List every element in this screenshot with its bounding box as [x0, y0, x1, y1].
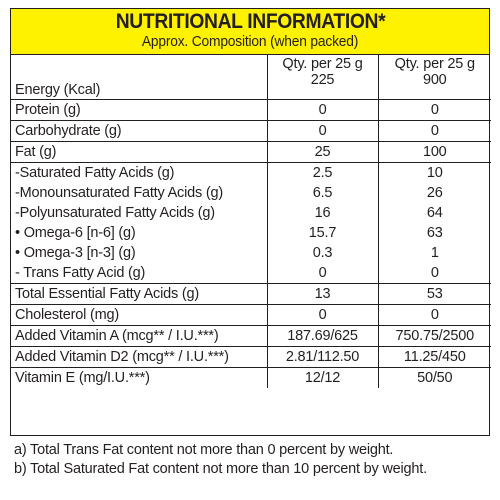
table-row: Cholesterol (mg) 0 0: [11, 304, 491, 326]
column-header-2-label: Qty. per 25 g: [394, 56, 475, 72]
nutrient-label: - Trans Fatty Acid (g): [11, 263, 268, 284]
nutrient-value-1: 12/12: [266, 367, 379, 388]
nutrient-label: Fat (g): [11, 141, 268, 163]
nutrient-label: Total Essential Fatty Acids (g): [11, 283, 268, 305]
panel-header: NUTRITIONAL INFORMATION* Approx. Composi…: [11, 9, 489, 55]
table-row: -Monounsaturated Fatty Acids (g) 6.5 26: [11, 183, 491, 203]
nutrient-value-2: 53: [377, 283, 491, 305]
nutrient-label: • Omega-6 [n-6] (g): [11, 223, 268, 243]
nutrient-label: Carbohydrate (g): [11, 120, 268, 142]
nutrient-value-2: 50/50: [377, 367, 491, 388]
nutrient-value-2: 26: [377, 183, 491, 203]
nutrient-value-1: 0: [266, 120, 379, 142]
nutrient-value-1: 187.69/625: [266, 325, 379, 347]
table-row: -Saturated Fatty Acids (g) 2.5 10: [11, 162, 491, 183]
nutrient-value-2: 1: [377, 243, 491, 263]
nutrient-value-2: 0: [377, 120, 491, 142]
nutrient-value-2: 100: [377, 141, 491, 163]
footnote-b: b) Total Saturated Fat content not more …: [14, 461, 427, 477]
table-row: Added Vitamin D2 (mcg** / I.U.***) 2.81/1…: [11, 346, 491, 368]
nutrition-table: Energy (Kcal) Qty. per 25 g 225 Qty. per…: [11, 55, 491, 388]
nutrient-label: Vitamin E (mg/I.U.***): [11, 367, 268, 388]
column-header-1-label: Qty. per 25 g: [282, 56, 363, 72]
table-row: -Polyunsaturated Fatty Acids (g) 16 64: [11, 203, 491, 223]
table-row: Total Essential Fatty Acids (g) 13 53: [11, 283, 491, 305]
column-header-1: Qty. per 25 g 225: [266, 55, 379, 100]
nutrient-value-1: 15.7: [266, 223, 379, 243]
table-row: Fat (g) 25 100: [11, 141, 491, 163]
nutrient-label: Added Vitamin D2 (mcg** / I.U.***): [11, 346, 268, 368]
table-row: - Trans Fatty Acid (g) 0 0: [11, 263, 491, 284]
table-row: Added Vitamin A (mcg** / I.U.***) 187.69/…: [11, 325, 491, 347]
table-row: Carbohydrate (g) 0 0: [11, 120, 491, 142]
table-row: Vitamin E (mg/I.U.***) 12/12 50/50: [11, 367, 491, 388]
panel-title: NUTRITIONAL INFORMATION*: [115, 10, 385, 33]
nutrient-label: Protein (g): [11, 99, 268, 121]
nutrient-label: -Saturated Fatty Acids (g): [11, 162, 268, 183]
table-row: • Omega-6 [n-6] (g) 15.7 63: [11, 223, 491, 243]
nutrient-value-2: 64: [377, 203, 491, 223]
nutrient-value-2: 0: [377, 263, 491, 284]
nutrient-value-1: 0: [266, 99, 379, 121]
nutrient-value-1: 13: [266, 283, 379, 305]
nutrient-value-1: 2.5: [266, 162, 379, 183]
nutrient-value-2: 63: [377, 223, 491, 243]
nutrient-value-2: 10: [377, 162, 491, 183]
footnote-a: a) Total Trans Fat content not more than…: [14, 442, 394, 458]
nutrient-value-1: 25: [266, 141, 379, 163]
nutrient-label: Cholesterol (mg): [11, 304, 268, 326]
nutrient-value-1: 6.5: [266, 183, 379, 203]
nutrient-value-1: 0: [266, 304, 379, 326]
nutrient-label: -Polyunsaturated Fatty Acids (g): [11, 203, 268, 223]
nutrient-value-1: 0.3: [266, 243, 379, 263]
nutrient-value-2: 11.25/450: [377, 346, 491, 368]
nutrient-value-2: 0: [377, 304, 491, 326]
nutrient-value-1: 16: [266, 203, 379, 223]
footnotes: a) Total Trans Fat content not more than…: [14, 441, 427, 479]
nutrient-value-1: 2.81/112.50: [266, 346, 379, 368]
energy-label: Energy (Kcal): [11, 55, 268, 100]
energy-value-1: 225: [310, 72, 335, 88]
table-row: Energy (Kcal) Qty. per 25 g 225 Qty. per…: [11, 55, 491, 100]
nutrient-label: Added Vitamin A (mcg** / I.U.***): [11, 325, 268, 347]
table-row: • Omega-3 [n-3] (g) 0.3 1: [11, 243, 491, 263]
nutrient-value-2: 0: [377, 99, 491, 121]
energy-value-2: 900: [422, 72, 447, 88]
nutrient-label: -Monounsaturated Fatty Acids (g): [11, 183, 268, 203]
nutrient-label: • Omega-3 [n-3] (g): [11, 243, 268, 263]
panel-subtitle: Approx. Composition (when packed): [141, 33, 359, 50]
table-row: Protein (g) 0 0: [11, 99, 491, 121]
column-header-2: Qty. per 25 g 900: [377, 55, 491, 100]
nutrient-value-2: 750.75/2500: [377, 325, 491, 347]
nutrition-panel: NUTRITIONAL INFORMATION* Approx. Composi…: [10, 8, 491, 436]
nutrient-value-1: 0: [266, 263, 379, 284]
